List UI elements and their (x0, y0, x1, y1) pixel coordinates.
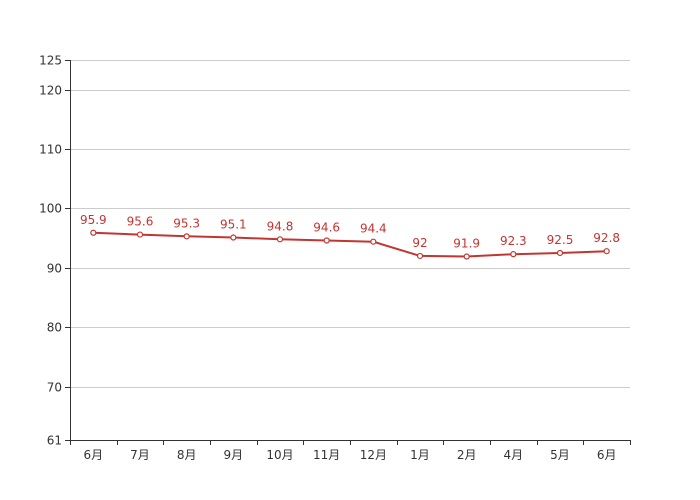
y-tick-label: 120 (39, 84, 62, 98)
data-point (510, 251, 517, 258)
data-point (276, 236, 284, 243)
data-point (463, 253, 470, 260)
y-tick-label: 100 (39, 202, 62, 216)
data-label: 91.9 (453, 237, 480, 251)
series-layer (90, 229, 610, 260)
data-label: 92.5 (547, 233, 574, 247)
y-tick-label: 125 (39, 54, 62, 68)
data-label: 95.6 (127, 215, 154, 229)
data-label: 95.1 (220, 218, 247, 232)
x-tick-label: 11月 (313, 448, 340, 462)
series-line (93, 231, 607, 258)
x-tick-label: 5月 (550, 448, 570, 462)
label-layer: 95.9 95.6 95.3 95.1 94.8 94.6 94.4 92 91.9 92.3 92… (80, 213, 620, 251)
data-label: 92 (412, 236, 427, 250)
x-tick-label: 1月 (410, 448, 430, 462)
y-tick-label: 90 (47, 262, 62, 276)
data-label: 94.6 (313, 221, 340, 235)
data-point (556, 249, 564, 257)
data-point (90, 229, 97, 236)
data-label: 95.9 (80, 213, 107, 227)
data-point (416, 252, 424, 260)
x-tick-label: 6月 (597, 448, 617, 462)
data-label: 94.8 (267, 219, 294, 233)
y-tick-label: 61 (47, 434, 62, 448)
data-label: 92.3 (500, 234, 527, 248)
axis-layer: 61 70 80 90 100 110 120 125 6月 7月 8月 9月 10月 11月 12月 1月 2… (39, 54, 631, 462)
x-tick-label: 2月 (457, 448, 477, 462)
data-point (183, 233, 190, 240)
data-point (323, 237, 330, 244)
y-tick-label: 110 (39, 143, 62, 157)
data-point (370, 238, 377, 245)
data-label: 92.8 (593, 231, 620, 245)
data-point (230, 234, 237, 241)
y-tick-label: 80 (47, 321, 62, 335)
grid-layer (70, 60, 630, 388)
y-tick-label: 70 (47, 381, 62, 395)
x-tick-label: 6月 (84, 448, 104, 462)
data-label: 95.3 (173, 216, 200, 230)
x-tick-label: 10月 (266, 448, 293, 462)
data-point (136, 231, 144, 238)
x-tick-label: 4月 (504, 448, 524, 462)
x-tick-label: 9月 (224, 448, 244, 462)
x-tick-label: 12月 (360, 448, 387, 462)
data-label: 94.4 (360, 222, 387, 236)
x-tick-label: 7月 (130, 448, 150, 462)
x-tick-label: 8月 (177, 448, 197, 462)
data-point (603, 248, 610, 255)
